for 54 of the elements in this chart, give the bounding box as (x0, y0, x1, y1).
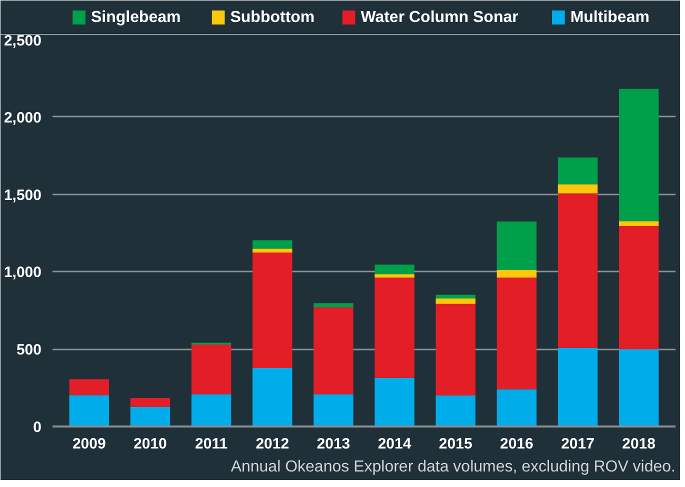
bar (558, 157, 598, 184)
bar (619, 349, 659, 426)
x-tick-label: 2013 (316, 436, 350, 452)
bar (374, 378, 414, 426)
y-tick-label: 1,500 (4, 186, 42, 204)
bar (436, 298, 476, 304)
bar (436, 304, 476, 396)
bar (252, 368, 292, 426)
legend-label: Subbottom (230, 9, 315, 26)
bar (314, 307, 354, 394)
legend-label: Water Column Sonar (360, 9, 518, 26)
x-tick-label: 2015 (438, 436, 472, 452)
text: Annual Okeanos Explorer data volumes, excluding ROV video. (230, 458, 676, 476)
x-tick-label: 2009 (72, 436, 106, 452)
bar (130, 398, 170, 407)
bar (69, 395, 109, 426)
x-tick-label: 2016 (500, 436, 534, 452)
bar (374, 274, 414, 278)
y-tick-label: 1,000 (4, 264, 42, 282)
bar (496, 270, 537, 278)
bar (69, 379, 109, 396)
x-tick-label: 2014 (378, 436, 412, 452)
bar (619, 226, 659, 350)
bar (252, 248, 292, 253)
bar (558, 184, 598, 194)
bar (558, 193, 598, 348)
x-tick-label: 2018 (622, 436, 656, 452)
bar (436, 294, 476, 298)
y-tick-label: 500 (16, 342, 42, 359)
x-tick-label: 2012 (256, 436, 290, 452)
x-tick-label: 2017 (561, 436, 594, 452)
bar (191, 394, 232, 426)
bar (496, 389, 537, 426)
y-tick-label: 2,500 (4, 32, 42, 50)
x-tick-label: 2011 (195, 436, 228, 452)
y-tick-label: 0 (33, 419, 42, 436)
bar (374, 264, 414, 274)
bar (436, 396, 476, 426)
bar (496, 222, 537, 270)
bar (252, 240, 292, 249)
bar (374, 278, 414, 378)
bar (314, 303, 354, 308)
legend-label: Multibeam (570, 9, 650, 26)
bar (130, 406, 170, 426)
bar (496, 278, 537, 390)
x-tick-label: 2010 (134, 436, 167, 452)
bar (314, 394, 354, 426)
y-tick-label: 2,000 (4, 109, 42, 126)
legend-label: Singlebeam (90, 9, 181, 26)
bar (558, 348, 598, 426)
bar (619, 88, 659, 222)
bar (619, 221, 659, 226)
bar (191, 344, 232, 394)
bar (252, 252, 292, 368)
